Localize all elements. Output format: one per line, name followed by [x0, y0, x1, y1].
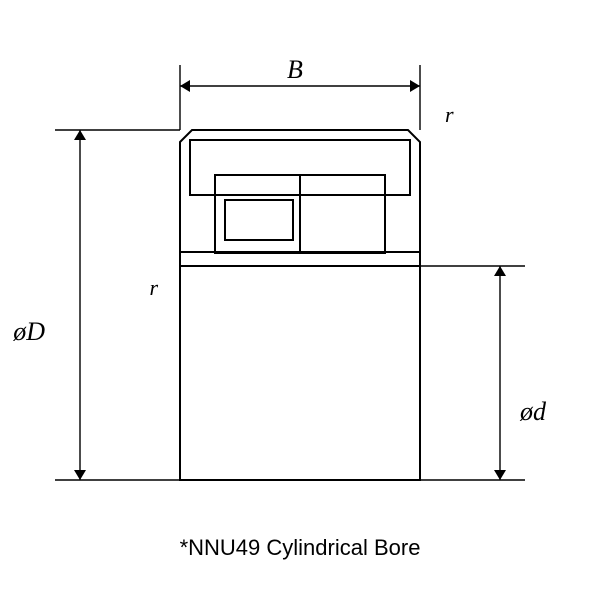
- label-D: øD: [12, 317, 45, 346]
- caption: *NNU49 Cylindrical Bore: [180, 535, 421, 560]
- label-r-left-group: r: [149, 275, 158, 300]
- bearing-cross-section: [180, 130, 420, 480]
- dimension-d: ød: [420, 266, 547, 480]
- label-r-top-group: r: [445, 102, 454, 127]
- dimension-B: B: [180, 55, 420, 130]
- label-r-left: r: [149, 275, 158, 300]
- dimension-D: øD: [12, 130, 180, 480]
- label-B: B: [287, 55, 303, 84]
- label-d: ød: [519, 397, 547, 426]
- label-r-top: r: [445, 102, 454, 127]
